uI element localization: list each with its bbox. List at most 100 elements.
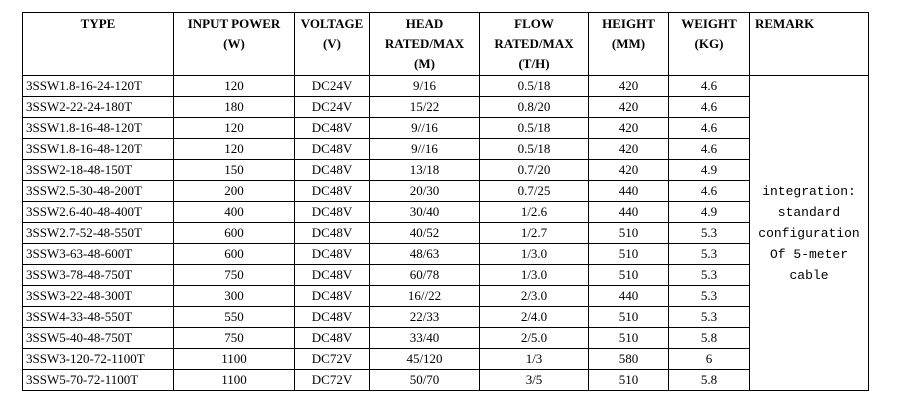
remark-line: configuration <box>758 225 860 241</box>
cell-height: 510 <box>588 264 669 286</box>
cell-head: 30/40 <box>369 201 480 223</box>
header-line: REMARK <box>755 16 815 31</box>
cell-flow: 0.5/18 <box>479 138 589 160</box>
header-line: (V) <box>322 36 342 51</box>
cell-voltage: DC48V <box>294 159 370 181</box>
cell-voltage: DC48V <box>294 327 370 349</box>
cell-weight: 5.3 <box>668 222 750 244</box>
cell-type: 3SSW3-120-72-1100T <box>22 348 174 370</box>
cell-head: 13/18 <box>369 159 480 181</box>
table-row: 3SSW2-22-24-180T 180 DC24V 15/22 0.8/20 420 4.… <box>22 96 869 118</box>
cell-input-power: 750 <box>173 264 295 286</box>
cell-voltage: DC48V <box>294 306 370 328</box>
cell-weight: 4.6 <box>668 138 750 160</box>
cell-input-power: 1100 <box>173 348 295 370</box>
cell-type: 3SSW3-78-48-750T <box>22 264 174 286</box>
header-line: (M) <box>414 56 435 71</box>
remark-line: Of 5-meter <box>769 246 848 262</box>
pump-spec-table: TYPE INPUT POWER (W) VOLTAGE (V) HEAD RATED… <box>22 12 869 391</box>
cell-flow: 0.5/18 <box>479 117 589 139</box>
cell-flow: 0.7/25 <box>479 180 589 202</box>
cell-voltage: DC48V <box>294 264 370 286</box>
header-line: VOLTAGE <box>300 16 364 31</box>
cell-weight: 5.3 <box>668 285 750 307</box>
header-line: INPUT POWER <box>187 16 281 31</box>
table-row: 3SSW2-18-48-150T 150 DC48V 13/18 0.7/20 420 4.… <box>22 159 869 181</box>
table-row: 3SSW2.5-30-48-200T 200 DC48V 20/30 0.7/25 440… <box>22 180 869 202</box>
cell-flow: 0.5/18 <box>479 75 589 97</box>
cell-type: 3SSW1.8-16-48-120T <box>22 138 174 160</box>
cell-head: 9//16 <box>369 117 480 139</box>
header-remark: REMARK <box>749 12 869 76</box>
cell-height: 510 <box>588 243 669 265</box>
remark-line: standard <box>777 204 841 220</box>
header-line: (W) <box>223 36 245 51</box>
header-type: TYPE <box>22 12 174 76</box>
cell-head: 22/33 <box>369 306 480 328</box>
cell-voltage: DC48V <box>294 222 370 244</box>
cell-type: 3SSW5-70-72-1100T <box>22 369 174 391</box>
cell-flow: 2/4.0 <box>479 306 589 328</box>
cell-voltage: DC72V <box>294 369 370 391</box>
cell-height: 510 <box>588 306 669 328</box>
table-body: 3SSW1.8-16-24-120T 120 DC24V 9/16 0.5/18 420 4… <box>22 75 869 391</box>
cell-height: 420 <box>588 75 669 97</box>
cell-voltage: DC48V <box>294 285 370 307</box>
table-row: 3SSW2.6-40-48-400T 400 DC48V 30/40 1/2.6 440 4… <box>22 201 869 223</box>
cell-input-power: 550 <box>173 306 295 328</box>
cell-input-power: 200 <box>173 180 295 202</box>
cell-input-power: 180 <box>173 96 295 118</box>
cell-flow: 2/5.0 <box>479 327 589 349</box>
cell-head: 16//22 <box>369 285 480 307</box>
cell-height: 420 <box>588 159 669 181</box>
cell-type: 3SSW1.8-16-24-120T <box>22 75 174 97</box>
cell-head: 9//16 <box>369 138 480 160</box>
cell-type: 3SSW5-40-48-750T <box>22 327 174 349</box>
cell-head: 15/22 <box>369 96 480 118</box>
cell-flow: 0.8/20 <box>479 96 589 118</box>
cell-voltage: DC24V <box>294 96 370 118</box>
cell-height: 510 <box>588 369 669 391</box>
cell-input-power: 600 <box>173 243 295 265</box>
remark-line: integration: <box>762 183 856 199</box>
cell-head: 20/30 <box>369 180 480 202</box>
table-row: 3SSW5-40-48-750T 750 DC48V 33/40 2/5.0 510 5.8 <box>22 327 869 349</box>
cell-input-power: 750 <box>173 327 295 349</box>
cell-flow: 1/3.0 <box>479 243 589 265</box>
cell-voltage: DC48V <box>294 117 370 139</box>
cell-height: 420 <box>588 96 669 118</box>
cell-type: 3SSW2.6-40-48-400T <box>22 201 174 223</box>
cell-type: 3SSW1.8-16-48-120T <box>22 117 174 139</box>
header-line: HEIGHT <box>602 16 655 31</box>
cell-type: 3SSW4-33-48-550T <box>22 306 174 328</box>
cell-voltage: DC24V <box>294 75 370 97</box>
remark-line: cable <box>789 267 829 283</box>
header-line: FLOW <box>514 16 554 31</box>
table-row: 3SSW3-120-72-1100T 1100 DC72V 45/120 1/3 580 6 <box>22 348 869 370</box>
cell-height: 420 <box>588 138 669 160</box>
cell-input-power: 120 <box>173 138 295 160</box>
cell-type: 3SSW2-22-24-180T <box>22 96 174 118</box>
cell-weight: 5.3 <box>668 243 750 265</box>
cell-input-power: 120 <box>173 117 295 139</box>
header-height: HEIGHT (MM) <box>588 12 669 76</box>
cell-type: 3SSW2.7-52-48-550T <box>22 222 174 244</box>
cell-input-power: 600 <box>173 222 295 244</box>
cell-weight: 4.6 <box>668 180 750 202</box>
table-row: 3SSW4-33-48-550T 550 DC48V 22/33 2/4.0 510 5.3 <box>22 306 869 328</box>
cell-height: 580 <box>588 348 669 370</box>
cell-weight: 4.9 <box>668 201 750 223</box>
table-row: 3SSW3-63-48-600T 600 DC48V 48/63 1/3.0 510 5.3 <box>22 243 869 265</box>
cell-height: 510 <box>588 222 669 244</box>
cell-flow: 2/3.0 <box>479 285 589 307</box>
cell-weight: 5.8 <box>668 327 750 349</box>
cell-type: 3SSW3-22-48-300T <box>22 285 174 307</box>
cell-voltage: DC48V <box>294 201 370 223</box>
cell-type: 3SSW2.5-30-48-200T <box>22 180 174 202</box>
table-row: 3SSW1.8-16-24-120T 120 DC24V 9/16 0.5/18 420 4… <box>22 75 869 391</box>
header-line: (MM) <box>611 36 646 51</box>
cell-flow: 3/5 <box>479 369 589 391</box>
header-row: TYPE INPUT POWER (W) VOLTAGE (V) HEAD RATED… <box>22 12 869 76</box>
header-line: RATED/MAX <box>384 36 465 51</box>
cell-weight: 6 <box>668 348 750 370</box>
